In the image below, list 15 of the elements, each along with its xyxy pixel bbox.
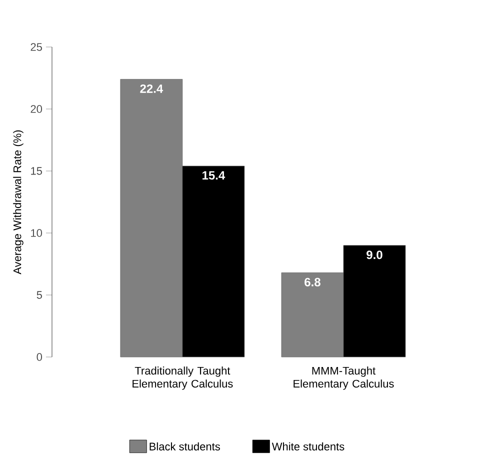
data-label: 9.0	[366, 250, 382, 260]
y-tick-label: 25	[30, 43, 42, 51]
y-tick-label: 0	[36, 353, 42, 361]
y-tick-label: 5	[36, 291, 42, 299]
y-axis-title: Average Withdrawal Rate (%)	[13, 130, 24, 274]
y-tick-label: 15	[31, 167, 42, 175]
legend-label: White students	[272, 442, 344, 450]
x-tick-label: Traditionally Taught Elementary Calculus	[132, 366, 233, 390]
y-tick-label: 10	[31, 229, 42, 237]
data-label: 6.8	[304, 278, 320, 286]
data-label: 15.4	[202, 171, 226, 180]
data-label: 22.4	[140, 84, 164, 93]
legend-label: Black students	[150, 442, 220, 450]
x-tick-label: MMM-Taught Elementary Calculus	[294, 366, 394, 390]
y-tick-label: 20	[30, 105, 42, 113]
